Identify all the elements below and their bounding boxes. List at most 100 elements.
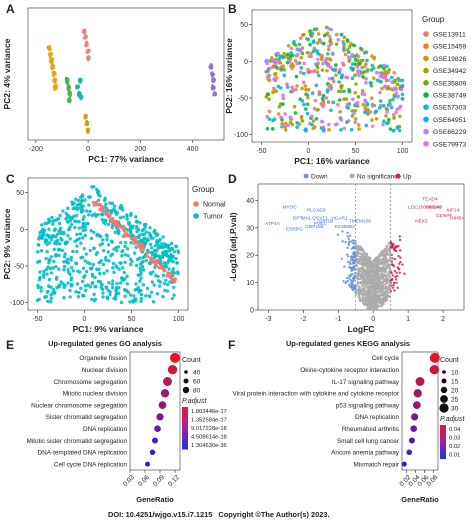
data-point bbox=[57, 253, 61, 258]
data-point bbox=[86, 55, 90, 60]
x-tick-label: 50 bbox=[128, 316, 136, 323]
data-point bbox=[74, 290, 78, 294]
data-point bbox=[392, 283, 395, 287]
x-tick-label: -50 bbox=[32, 316, 42, 323]
data-point bbox=[355, 272, 358, 275]
data-point bbox=[361, 102, 366, 107]
data-point bbox=[106, 222, 111, 227]
data-point bbox=[353, 254, 356, 257]
data-point bbox=[327, 84, 331, 89]
data-point bbox=[368, 110, 373, 114]
data-point bbox=[325, 89, 330, 94]
data-point bbox=[306, 70, 310, 74]
data-point bbox=[142, 268, 146, 272]
data-point bbox=[76, 295, 81, 299]
data-point bbox=[331, 100, 336, 105]
data-point bbox=[360, 274, 363, 277]
legend-label: 80 bbox=[193, 388, 201, 395]
data-point bbox=[340, 61, 345, 66]
data-point bbox=[368, 81, 373, 85]
panel-label-d: D bbox=[228, 172, 237, 186]
legend-swatch bbox=[441, 378, 447, 384]
data-point bbox=[400, 92, 405, 97]
data-point bbox=[388, 264, 392, 268]
category-label: DNA replication bbox=[355, 414, 399, 421]
data-point bbox=[340, 73, 345, 77]
data-point bbox=[393, 248, 396, 251]
x-tick-label: 0.12 bbox=[167, 474, 181, 488]
data-point bbox=[161, 245, 166, 249]
data-point bbox=[357, 62, 362, 66]
data-point bbox=[132, 241, 136, 246]
data-point bbox=[403, 272, 406, 275]
data-point bbox=[353, 90, 358, 95]
data-point bbox=[89, 236, 94, 241]
data-point bbox=[52, 228, 57, 232]
legend-label: 0.04 bbox=[449, 427, 461, 433]
data-point bbox=[394, 245, 397, 248]
x-axis-label: GeneRatio bbox=[401, 495, 439, 504]
data-point bbox=[285, 52, 290, 57]
data-point bbox=[345, 276, 349, 280]
data-point bbox=[357, 296, 361, 299]
data-point bbox=[66, 261, 70, 265]
data-point bbox=[367, 293, 371, 296]
data-point bbox=[349, 41, 353, 46]
data-point bbox=[328, 39, 332, 43]
data-point bbox=[399, 87, 404, 92]
data-point bbox=[76, 198, 81, 203]
category-label: Viral protein interaction with cytokine … bbox=[233, 391, 400, 398]
data-point bbox=[98, 207, 102, 212]
data-point bbox=[330, 51, 335, 56]
data-point bbox=[161, 295, 165, 299]
data-point bbox=[391, 274, 394, 277]
legend-swatch bbox=[193, 201, 199, 207]
data-point bbox=[388, 254, 391, 257]
data-point bbox=[364, 123, 369, 128]
data-point bbox=[38, 275, 42, 280]
data-point bbox=[80, 279, 85, 284]
data-point bbox=[213, 91, 217, 95]
data-point bbox=[308, 42, 312, 47]
x-tick-label: -1 bbox=[335, 316, 341, 323]
data-point bbox=[47, 277, 52, 282]
data-point bbox=[282, 73, 287, 78]
legend-label: 0.01 bbox=[449, 453, 460, 459]
data-point bbox=[79, 205, 83, 209]
data-point bbox=[164, 253, 168, 257]
data-point bbox=[387, 291, 390, 294]
data-point bbox=[317, 73, 321, 78]
category-label: Nuclear chromosome segregation bbox=[31, 402, 127, 409]
data-point bbox=[342, 280, 345, 283]
data-point bbox=[388, 260, 392, 263]
data-point bbox=[52, 78, 56, 82]
data-point bbox=[280, 54, 285, 59]
data-point bbox=[101, 206, 106, 210]
data-point bbox=[378, 74, 383, 79]
data-point bbox=[101, 295, 105, 299]
data-point bbox=[359, 277, 363, 281]
data-point bbox=[307, 54, 312, 59]
data-point bbox=[312, 46, 317, 51]
data-point bbox=[134, 224, 139, 229]
data-point bbox=[78, 232, 83, 236]
data-point bbox=[312, 106, 317, 111]
legend-swatch bbox=[395, 173, 401, 179]
data-point bbox=[122, 270, 126, 275]
data-point bbox=[159, 264, 164, 268]
data-point bbox=[385, 288, 389, 291]
data-point bbox=[410, 425, 418, 433]
legend-label: 9.017228e-18 bbox=[191, 426, 227, 432]
data-point bbox=[319, 40, 324, 44]
legend-swatch bbox=[423, 116, 429, 123]
data-point bbox=[381, 72, 386, 77]
data-point bbox=[337, 98, 342, 102]
data-point bbox=[283, 128, 288, 132]
data-point bbox=[336, 102, 340, 107]
data-point bbox=[317, 89, 321, 94]
data-point bbox=[126, 234, 130, 238]
data-point bbox=[109, 219, 114, 223]
data-point bbox=[353, 255, 357, 259]
data-point bbox=[77, 290, 81, 295]
